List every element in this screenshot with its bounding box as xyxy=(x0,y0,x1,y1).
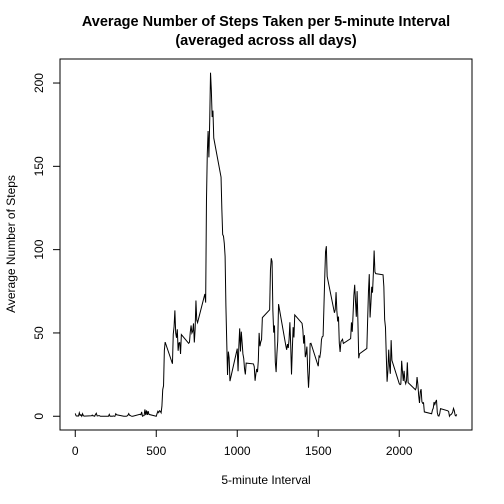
x-tick-label: 1500 xyxy=(305,444,332,458)
data-line xyxy=(74,72,458,418)
x-tick-label: 1000 xyxy=(224,444,251,458)
y-tick-label: 100 xyxy=(32,239,46,259)
x-tick-label: 500 xyxy=(146,444,166,458)
chart-title: Average Number of Steps Taken per 5-minu… xyxy=(82,14,450,30)
y-axis-label: Average Number of Steps xyxy=(4,175,18,313)
x-tick-label: 0 xyxy=(72,444,79,458)
y-tick-label: 50 xyxy=(32,326,46,340)
y-tick-label: 200 xyxy=(32,73,46,93)
x-tick-label: 2000 xyxy=(386,444,413,458)
x-axis-label: 5-minute Interval xyxy=(221,473,310,487)
y-tick-label: 150 xyxy=(32,156,46,176)
y-tick-label: 0 xyxy=(32,413,46,420)
chart-subtitle: (averaged across all days) xyxy=(175,33,357,49)
